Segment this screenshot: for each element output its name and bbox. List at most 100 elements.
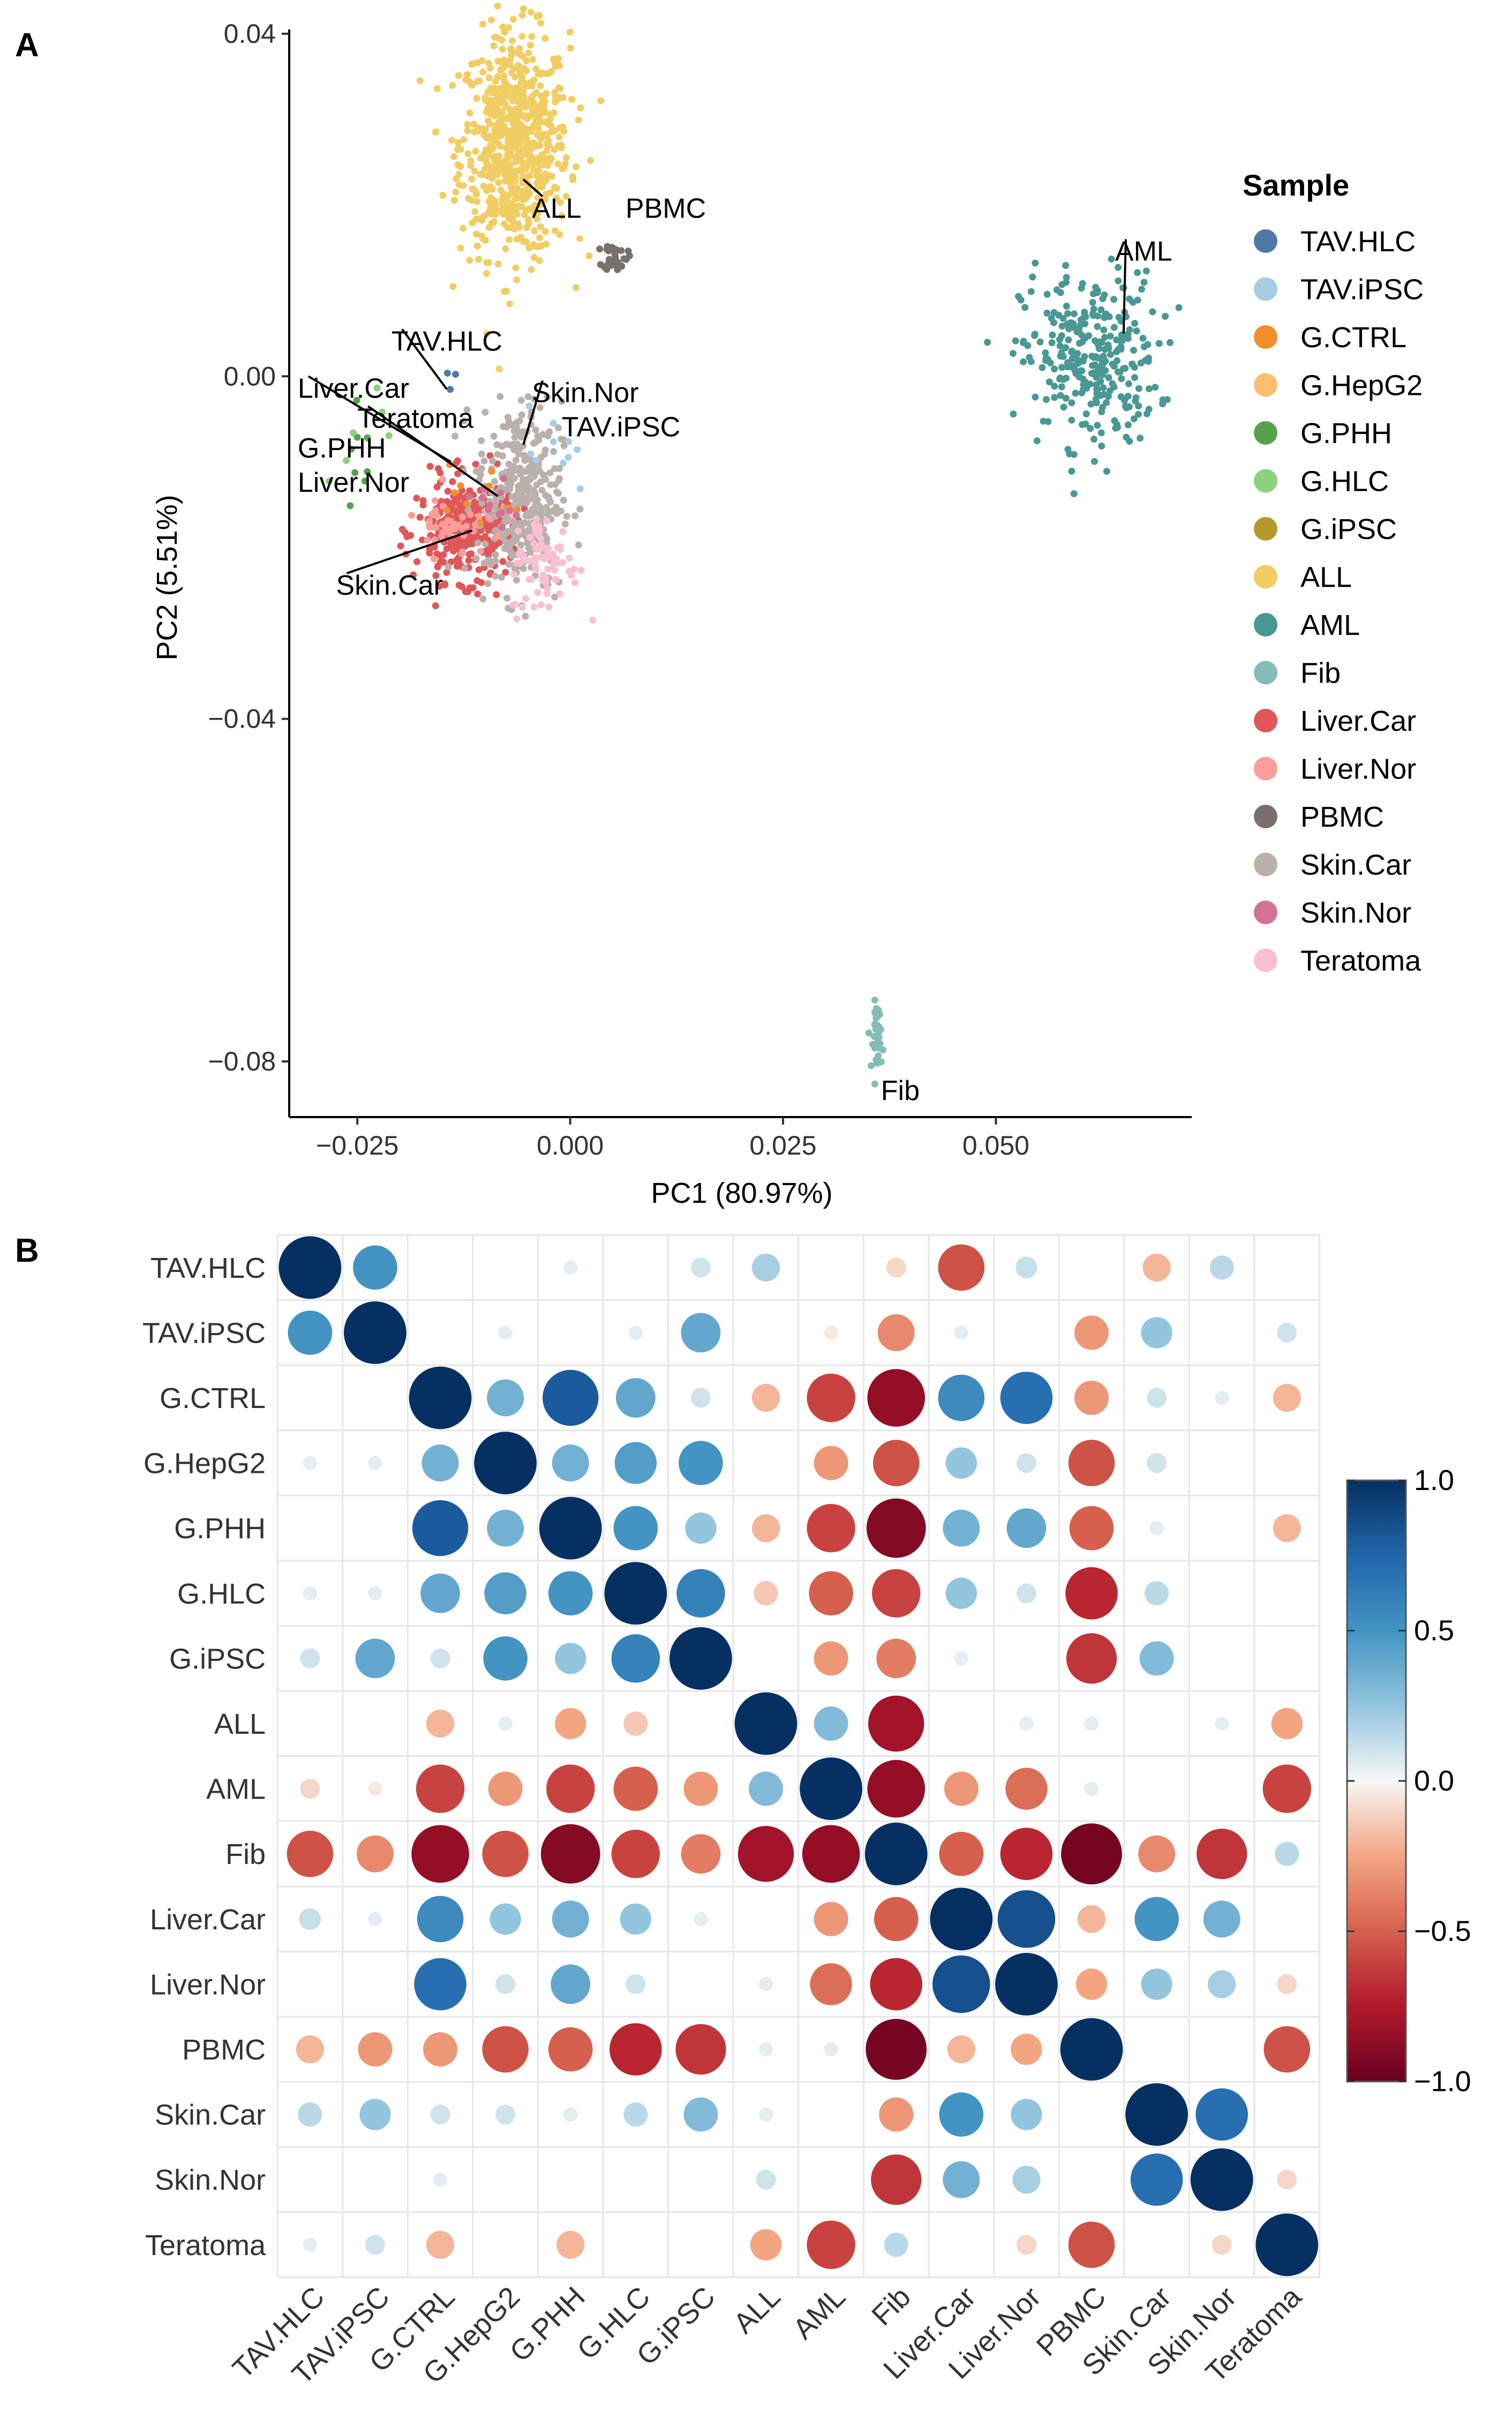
scatter-point <box>464 127 471 134</box>
correlation-circle <box>498 1326 513 1340</box>
scatter-point <box>472 460 479 468</box>
scatter-point <box>544 393 551 401</box>
correlation-circle <box>683 2097 718 2132</box>
scatter-point <box>505 86 512 94</box>
correlation-circle <box>430 2105 450 2125</box>
scatter-point <box>1010 350 1017 357</box>
scatter-point <box>539 571 547 579</box>
scatter-point <box>511 106 519 113</box>
correlation-circle <box>690 1388 711 1408</box>
correlation-circle <box>416 1764 465 1813</box>
correlation-circle <box>482 2026 529 2073</box>
scatter-point <box>527 450 535 458</box>
row-label: G.HepG2 <box>144 1448 266 1480</box>
scatter-point <box>454 161 462 169</box>
scatter-point <box>546 428 553 436</box>
correlation-circle <box>676 1569 725 1618</box>
scatter-point <box>470 527 477 535</box>
scatter-point <box>1098 442 1105 450</box>
scatter-point <box>536 161 543 168</box>
scatter-point <box>408 512 415 519</box>
scatter-point <box>518 11 526 19</box>
scatter-point <box>444 488 452 495</box>
correlation-circle <box>1125 2083 1188 2146</box>
scatter-point <box>501 288 508 295</box>
correlation-circle <box>303 2237 317 2252</box>
scatter-point <box>424 536 431 544</box>
scatter-point <box>541 446 549 454</box>
correlation-circle <box>1277 1322 1297 1343</box>
scatter-point <box>536 234 544 242</box>
correlation-circle <box>1215 1390 1229 1405</box>
scatter-point <box>504 207 511 214</box>
scatter-point <box>503 595 511 602</box>
scatter-point <box>385 432 393 439</box>
correlation-circle <box>877 1314 915 1351</box>
scatter-point <box>463 71 471 78</box>
scatter-point <box>464 150 472 158</box>
scatter-point <box>517 234 525 241</box>
scatter-point <box>471 167 478 175</box>
correlation-circle <box>420 1573 460 1613</box>
scatter-point <box>552 504 560 511</box>
scatter-point <box>474 539 482 546</box>
scatter-point <box>502 245 509 252</box>
scatter-point <box>555 465 563 472</box>
scatter-point <box>1032 393 1039 401</box>
scatter-point <box>533 215 540 222</box>
scatter-point <box>531 242 538 250</box>
scatter-point <box>531 554 538 561</box>
row-label: AML <box>206 1773 266 1806</box>
scatter-point <box>447 386 454 393</box>
scatter-point <box>1162 312 1169 320</box>
correlation-circle <box>300 1648 320 1668</box>
scatter-point <box>441 580 449 588</box>
scatter-point <box>353 396 360 404</box>
scatter-point <box>507 46 514 53</box>
correlation-circle <box>824 2042 838 2057</box>
scatter-point <box>871 1044 878 1052</box>
scatter-point <box>512 86 519 93</box>
scatter-point <box>549 565 556 572</box>
scatter-point <box>543 147 551 154</box>
scatter-point <box>522 612 529 620</box>
scatter-point <box>536 467 544 475</box>
scatter-point <box>516 135 523 143</box>
scatter-point <box>480 131 488 138</box>
scatter-point <box>531 227 538 235</box>
correlation-circle <box>756 2169 776 2190</box>
scatter-point <box>537 535 544 542</box>
correlation-circle <box>498 1716 513 1731</box>
scatter-point <box>529 505 536 513</box>
scatter-point <box>523 224 530 231</box>
correlation-circle <box>1060 2018 1123 2081</box>
correlation-circle <box>1075 1968 1108 2000</box>
scatter-point <box>531 140 539 148</box>
correlation-circle <box>1203 1900 1240 1938</box>
legend-label: G.iPSC <box>1300 513 1397 545</box>
scatter-point <box>1067 319 1075 326</box>
scatter-point <box>530 487 538 495</box>
scatter-point <box>446 530 453 537</box>
scatter-point <box>513 205 520 213</box>
correlation-circle <box>495 1974 516 1994</box>
correlation-circle <box>1197 1829 1247 1880</box>
correlation-circle <box>1000 1372 1053 1424</box>
scatter-point <box>536 503 543 510</box>
scatter-point <box>532 426 539 433</box>
row-label: Liver.Car <box>150 1904 266 1936</box>
scatter-point <box>1102 367 1109 375</box>
scatter-point <box>482 533 489 540</box>
scatter-point <box>454 555 461 563</box>
scatter-point <box>507 127 514 134</box>
scatter-point <box>555 133 563 141</box>
correlation-circle <box>548 1571 593 1616</box>
scatter-point <box>497 66 505 74</box>
correlation-circle <box>358 2032 393 2066</box>
correlation-circle <box>814 1446 848 1480</box>
scatter-point <box>482 540 489 548</box>
annotation-label: AML <box>1115 236 1172 267</box>
scatter-point <box>410 571 417 579</box>
correlation-circle <box>943 2161 980 2198</box>
scatter-point <box>500 423 507 430</box>
